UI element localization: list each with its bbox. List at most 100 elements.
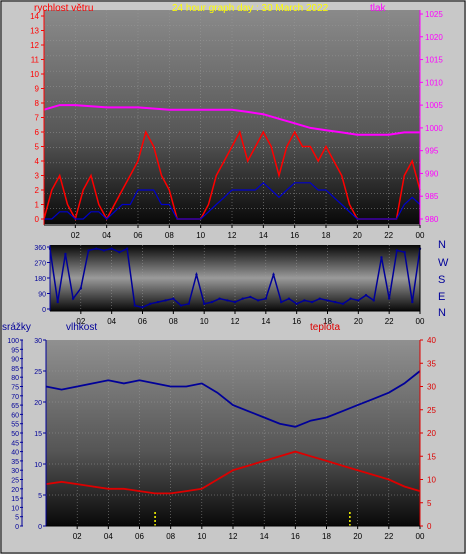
wind-x-tick-label: 04 xyxy=(102,231,111,240)
direction-x-tick-label: 08 xyxy=(169,317,178,326)
rain-y-tick-label: 85 xyxy=(11,366,19,373)
wind-y-tick-label: 6 xyxy=(35,128,40,137)
direction-x-tick-label: 22 xyxy=(385,317,394,326)
wind-x-tick-label: 02 xyxy=(71,231,80,240)
wind-direction-point xyxy=(287,297,291,300)
wind-y-tick-label: 7 xyxy=(35,114,40,123)
rain-y-tick-label: 65 xyxy=(11,403,19,410)
wind-direction-point xyxy=(195,273,198,276)
wind-direction-point xyxy=(233,300,237,304)
wind-direction-point xyxy=(156,300,160,304)
humidity-y-tick-label: 25 xyxy=(34,369,42,376)
humidity-label: vlhkost xyxy=(66,322,97,333)
pressure-y-tick-label: 1020 xyxy=(425,33,443,42)
wind-direction-point xyxy=(95,247,98,250)
direction-y-tick-label: 360 xyxy=(34,245,46,252)
rain-y-tick-label: 50 xyxy=(11,431,19,438)
pressure-y-tick-label: 1005 xyxy=(425,101,443,110)
wind-y-tick-label: 3 xyxy=(35,172,40,181)
lower-x-tick-label: 12 xyxy=(229,532,238,541)
temperature-y-tick-label: 25 xyxy=(427,406,436,415)
lower-x-tick-label: 20 xyxy=(353,532,362,541)
wind-average-line xyxy=(44,181,421,220)
temperature-y-tick-label: 15 xyxy=(427,452,436,461)
rain-y-tick-label: 100 xyxy=(7,338,19,345)
wind-direction-point xyxy=(133,304,136,307)
temperature-line xyxy=(45,450,421,495)
direction-y-tick-label: 0 xyxy=(42,307,46,314)
wind-direction-point xyxy=(372,299,375,302)
lower-x-tick-label: 18 xyxy=(322,532,331,541)
compass-direction-label: N xyxy=(438,239,446,251)
wind-direction-point xyxy=(141,306,144,309)
wind-direction-point xyxy=(395,249,399,252)
rain-y-tick-label: 80 xyxy=(11,375,19,382)
wind-y-tick-label: 0 xyxy=(35,215,40,224)
rain-y-tick-label: 15 xyxy=(11,496,19,503)
rain-y-tick-label: 0 xyxy=(15,524,19,531)
pressure-line xyxy=(43,104,420,136)
direction-x-tick-label: 02 xyxy=(76,317,85,326)
wind-direction-point xyxy=(403,250,406,254)
direction-x-tick-label: 20 xyxy=(354,317,363,326)
wind-direction-point xyxy=(56,300,59,304)
lower-x-tick-label: 22 xyxy=(384,532,393,541)
humidity-line xyxy=(45,370,421,428)
wind-direction-point xyxy=(118,250,121,254)
wind-speed-label: rychlost větru xyxy=(34,3,93,14)
temperature-y-tick-label: 35 xyxy=(427,359,436,368)
direction-y-tick-label: 270 xyxy=(34,261,46,268)
rain-y-tick-label: 60 xyxy=(11,412,19,419)
direction-x-tick-label: 12 xyxy=(231,317,240,326)
lower-x-tick-label: 10 xyxy=(197,532,206,541)
wind-direction-point xyxy=(249,295,252,299)
wind-x-tick-label: 16 xyxy=(290,231,299,240)
wind-x-tick-label: 10 xyxy=(196,231,205,240)
rain-y-tick-label: 70 xyxy=(11,394,19,401)
wind-direction-point xyxy=(349,297,352,300)
wind-y-tick-label: 12 xyxy=(30,41,39,50)
wind-direction-point xyxy=(226,299,229,302)
temperature-y-tick-label: 10 xyxy=(427,476,436,485)
wind-y-tick-label: 13 xyxy=(30,27,39,36)
wind-direction-point xyxy=(125,247,129,250)
wind-direction-point xyxy=(179,304,183,307)
lower-x-tick-label: 14 xyxy=(260,532,269,541)
wind-y-tick-label: 10 xyxy=(30,70,39,79)
humidity-y-tick-label: 5 xyxy=(38,493,42,500)
pressure-y-tick-label: 980 xyxy=(425,215,439,224)
direction-x-tick-label: 04 xyxy=(107,317,116,326)
rain-y-tick-label: 30 xyxy=(11,468,19,475)
direction-x-tick-label: 18 xyxy=(323,317,332,326)
lower-x-tick-label: 08 xyxy=(166,532,175,541)
wind-direction-point xyxy=(172,297,175,300)
rain-y-tick-label: 35 xyxy=(11,459,19,466)
wind-direction-point xyxy=(318,297,321,300)
compass-direction-label: W xyxy=(438,257,449,269)
wind-x-tick-label: 18 xyxy=(322,231,331,240)
wind-direction-point xyxy=(364,294,368,297)
humidity-y-tick-label: 10 xyxy=(34,462,42,469)
wind-direction-point xyxy=(264,297,268,300)
rain-y-tick-label: 45 xyxy=(11,440,19,447)
compass-direction-label: N xyxy=(438,307,446,319)
lower-x-tick-label: 04 xyxy=(104,532,113,541)
wind-direction-point xyxy=(87,249,90,252)
wind-direction-point xyxy=(218,297,221,300)
pressure-y-tick-label: 1025 xyxy=(425,10,443,19)
humidity-y-tick-label: 0 xyxy=(38,524,42,531)
pressure-y-tick-label: 1000 xyxy=(425,124,443,133)
direction-x-tick-label: 14 xyxy=(261,317,270,326)
rain-label: srážky xyxy=(2,322,31,333)
wind-direction-point xyxy=(272,273,275,276)
direction-x-tick-label: 00 xyxy=(416,317,425,326)
lower-x-tick-label: 00 xyxy=(416,532,425,541)
rain-y-tick-label: 90 xyxy=(11,357,19,364)
direction-x-tick-label: 16 xyxy=(292,317,301,326)
wind-direction-point xyxy=(241,297,244,300)
lower-x-tick-label: 16 xyxy=(291,532,300,541)
wind-direction-point xyxy=(256,299,260,302)
humidity-y-tick-label: 30 xyxy=(34,338,42,345)
wind-direction-point xyxy=(411,300,414,304)
